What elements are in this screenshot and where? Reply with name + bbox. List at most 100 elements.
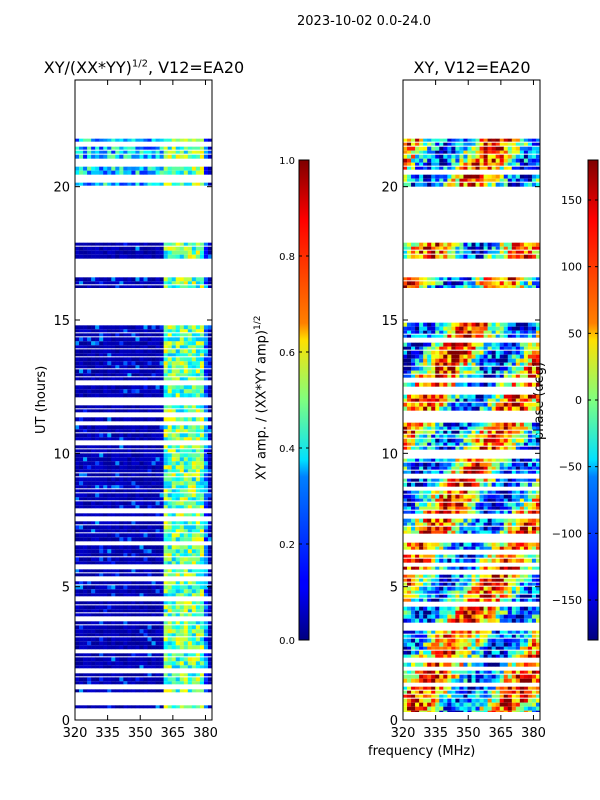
heatmap-cell <box>447 422 452 427</box>
heatmap-cell <box>411 374 416 378</box>
heatmap-cell <box>203 393 209 398</box>
heatmap-cell <box>487 458 492 462</box>
heatmap-cell <box>179 469 185 473</box>
heatmap-cell <box>87 637 92 642</box>
heatmap-cell <box>503 362 509 366</box>
heatmap-cell <box>79 373 84 377</box>
heatmap-cell <box>175 645 181 650</box>
heatmap-cell <box>411 430 416 434</box>
heatmap-cell <box>75 377 80 381</box>
heatmap-cell <box>199 501 205 506</box>
heatmap-cell <box>131 553 136 557</box>
heatmap-cell <box>171 457 177 462</box>
heatmap-cell <box>119 285 124 288</box>
heatmap-cell <box>199 345 205 349</box>
heatmap-cell <box>451 554 456 558</box>
heatmap-cell <box>91 445 96 449</box>
heatmap-cell <box>207 681 213 685</box>
heatmap-cell <box>91 469 96 473</box>
heatmap-cell <box>487 394 492 399</box>
heatmap-cell <box>183 182 189 186</box>
heatmap-cell <box>427 438 432 443</box>
heatmap-cell <box>99 545 104 550</box>
heatmap-cell <box>431 494 436 499</box>
heatmap-cell <box>499 350 505 355</box>
heatmap-cell <box>403 346 408 350</box>
heatmap-cell <box>143 357 148 362</box>
heatmap-cell <box>423 354 428 359</box>
heatmap-cell <box>171 333 177 337</box>
heatmap-cell <box>171 154 177 159</box>
heatmap-cell <box>443 326 448 331</box>
heatmap-cell <box>103 553 108 557</box>
heatmap-cell <box>195 705 201 709</box>
heatmap-cell <box>147 625 152 630</box>
heatmap-cell <box>187 561 193 565</box>
heatmap-cell <box>163 489 168 493</box>
heatmap-cell <box>463 522 468 526</box>
heatmap-cell <box>503 502 509 507</box>
heatmap-cell <box>447 462 452 467</box>
heatmap-cell <box>407 466 412 470</box>
heatmap-cell <box>75 242 80 246</box>
heatmap-cell <box>95 549 100 554</box>
heatmap-cell <box>119 409 124 413</box>
heatmap-cell <box>499 590 505 594</box>
heatmap-cell <box>111 250 116 255</box>
heatmap-cell <box>503 370 509 374</box>
heatmap-cell <box>87 561 92 565</box>
heatmap-cell <box>99 369 104 374</box>
heatmap-cell <box>95 561 100 565</box>
heatmap-cell <box>195 285 201 288</box>
heatmap-cell <box>195 146 201 150</box>
heatmap-cell <box>531 438 537 443</box>
heatmap-cell <box>183 489 189 493</box>
heatmap-cell <box>147 146 152 150</box>
heatmap-cell <box>119 281 124 285</box>
heatmap-cell <box>175 349 181 354</box>
heatmap-cell <box>515 590 521 594</box>
heatmap-cell <box>459 546 464 550</box>
heatmap-cell <box>443 382 448 387</box>
heatmap-cell <box>155 705 160 709</box>
heatmap-cell <box>131 437 136 441</box>
heatmap-cell <box>443 330 448 334</box>
heatmap-cell <box>99 433 104 438</box>
heatmap-cell <box>159 429 164 433</box>
heatmap-cell <box>203 505 209 509</box>
heatmap-cell <box>515 394 521 399</box>
heatmap-cell <box>139 461 144 466</box>
heatmap-cell <box>403 566 408 570</box>
heatmap-cell <box>91 246 96 251</box>
heatmap-cell <box>531 366 537 371</box>
heatmap-cell <box>199 377 205 381</box>
heatmap-cell <box>187 353 193 357</box>
heatmap-cell <box>187 242 193 246</box>
heatmap-cell <box>135 613 140 617</box>
heatmap-cell <box>479 374 484 378</box>
heatmap-cell <box>419 334 424 338</box>
heatmap-cell <box>175 361 181 366</box>
heatmap-cell <box>107 457 112 462</box>
heatmap-cell <box>495 430 501 434</box>
heatmap-cell <box>467 598 472 602</box>
heatmap-cell <box>415 458 420 462</box>
heatmap-cell <box>191 533 197 538</box>
heatmap-cell <box>471 382 476 387</box>
heatmap-cell <box>75 329 80 333</box>
heatmap-cell <box>119 581 124 585</box>
heatmap-cell <box>519 482 525 487</box>
heatmap-cell <box>491 522 496 526</box>
heatmap-cell <box>151 170 156 175</box>
heatmap-cell <box>103 625 108 630</box>
heatmap-cell <box>411 594 416 598</box>
heatmap-cell <box>115 182 120 186</box>
heatmap-cell <box>195 453 201 458</box>
heatmap-cell <box>207 549 213 554</box>
heatmap-cell <box>479 502 484 507</box>
heatmap-cell <box>127 285 132 288</box>
heatmap-cell <box>439 498 444 502</box>
heatmap-cell <box>183 665 189 669</box>
heatmap-cell <box>523 574 529 578</box>
heatmap-cell <box>171 533 177 538</box>
